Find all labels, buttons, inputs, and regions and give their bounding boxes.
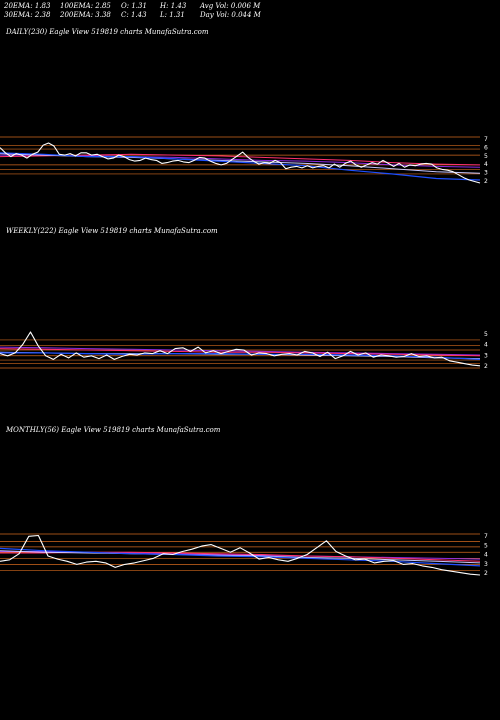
close-value: C: 1.43 [121, 11, 147, 19]
monthly-ema-mid-line [0, 550, 481, 564]
monthly-y-tick-label: 4 [484, 552, 488, 559]
day-vol-value: Day Vol: 0.044 M [200, 11, 261, 19]
daily-y-tick-label: 4 [484, 161, 488, 168]
weekly-ema-long-line [0, 348, 481, 357]
low-value: L: 1.31 [160, 11, 185, 19]
daily-y-tick-label: 2 [484, 178, 488, 185]
monthly-y-tick-label: 5 [484, 542, 488, 549]
weekly-panel-title: WEEKLY(222) Eagle View 519819 charts Mun… [6, 227, 218, 235]
ema20-value: 20EMA: 1.83 [4, 2, 51, 10]
daily-ema-short-line [0, 152, 481, 181]
monthly-price-line [0, 534, 481, 576]
daily-panel-title: DAILY(230) Eagle View 519819 charts Muna… [6, 28, 209, 36]
daily-chart: 76 54 32 [0, 136, 488, 185]
monthly-y-tick-label: 3 [484, 561, 488, 568]
weekly-ema-200-line [0, 346, 481, 356]
weekly-y-tick-label: 5 [484, 331, 488, 338]
daily-ema-long-line [0, 153, 481, 166]
monthly-y-tick-label: 7 [484, 533, 488, 540]
monthly-y-tick-label: 2 [484, 570, 488, 577]
high-value: H: 1.43 [160, 2, 187, 10]
weekly-price-line [0, 331, 481, 367]
weekly-ema-short-line [0, 352, 481, 360]
open-value: O: 1.31 [121, 2, 147, 10]
avg-vol-value: Avg Vol: 0.006 M [200, 2, 261, 10]
daily-price-line [0, 142, 481, 184]
daily-y-tick-label: 6 [484, 144, 488, 151]
weekly-chart: 5 4 3 2 [0, 331, 488, 370]
ema100-value: 100EMA: 2.85 [60, 2, 111, 10]
weekly-y-tick-label: 3 [484, 352, 488, 359]
monthly-ema-short-line [0, 547, 481, 567]
daily-y-tick-label: 7 [484, 136, 488, 143]
ema200-value: 200EMA: 3.38 [60, 11, 111, 19]
monthly-panel-title: MONTHLY(56) Eagle View 519819 charts Mun… [6, 426, 221, 434]
monthly-chart: 7 5 4 3 2 [0, 533, 488, 577]
weekly-y-tick-label: 2 [484, 363, 488, 370]
daily-y-tick-label: 5 [484, 153, 488, 160]
weekly-y-tick-label: 4 [484, 342, 488, 349]
daily-y-tick-label: 3 [484, 170, 488, 177]
ema30-value: 30EMA: 2.38 [4, 11, 51, 19]
